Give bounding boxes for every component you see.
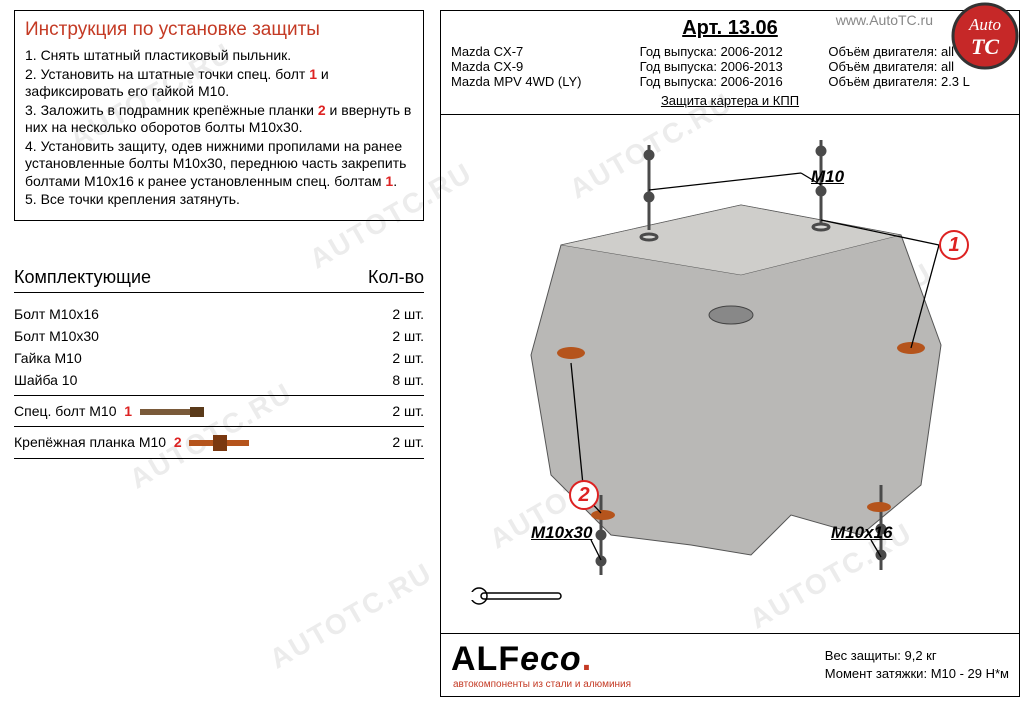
wrench-icon [469, 588, 561, 604]
parts-row: Шайба 10 8 шт. [14, 369, 424, 391]
weight-label: Вес защиты: [825, 648, 901, 663]
part-name: Болт М10х16 [14, 306, 99, 322]
callout-number: 1 [939, 230, 969, 260]
header-cell: Mazda MPV 4WD (LY) [451, 74, 632, 89]
part-qty: 2 шт. [392, 403, 424, 419]
parts-col1: Комплектующие [14, 267, 151, 288]
parts-header: Комплектующие Кол-во [14, 267, 424, 293]
instruction-item: 1. Снять штатный пластиковый пыльник. [25, 47, 413, 65]
parts-row: Гайка М10 2 шт. [14, 347, 424, 369]
torque-value: М10 - 29 Н*м [931, 666, 1009, 681]
parts-table: Болт М10х162 шт.Болт М10х302 шт.Гайка М1… [14, 303, 424, 460]
part-qty: 2 шт. [392, 350, 424, 366]
weight-value: 9,2 кг [904, 648, 936, 663]
part-name: Крепёжная планка М10 2 [14, 434, 269, 451]
parts-row: Спец. болт М10 1 2 шт. [14, 400, 424, 422]
header-cell: Год выпуска: 2006-2013 [640, 59, 821, 74]
bolt-label: M10x30 [531, 523, 592, 543]
part-name: Шайба 10 [14, 372, 77, 388]
brand-tagline: автокомпоненты из стали и алюминия [453, 679, 631, 690]
site-url: www.AutoTC.ru [836, 12, 933, 28]
parts-row: Крепёжная планка М10 2 2 шт. [14, 431, 424, 454]
part-qty: 2 шт. [392, 434, 424, 451]
instruction-item: 4. Установить защиту, одев нижними пропи… [25, 138, 413, 191]
shield-diagram [441, 115, 1020, 635]
instruction-item: 5. Все точки крепления затянуть. [25, 191, 413, 209]
site-badge: Auto TC [945, 0, 1025, 85]
footer-specs: Вес защиты: 9,2 кг Момент затяжки: М10 -… [825, 647, 1009, 683]
instructions-title: Инструкция по установке защиты [25, 19, 413, 41]
header-cell: Mazda CX-9 [451, 59, 632, 74]
header-cell: Год выпуска: 2006-2012 [640, 44, 821, 59]
part-name: Болт М10х30 [14, 328, 99, 344]
part-name: Спец. болт М10 1 [14, 403, 210, 419]
parts-row: Болт М10х16 2 шт. [14, 303, 424, 325]
product-subtitle: Защита картера и КПП [451, 93, 1009, 108]
part-qty: 2 шт. [392, 306, 424, 322]
instruction-item: 2. Установить на штатные точки спец. бол… [25, 66, 413, 101]
part-qty: 2 шт. [392, 328, 424, 344]
bolt-label: M10x16 [831, 523, 892, 543]
divider [14, 426, 424, 427]
svg-text:TC: TC [971, 34, 999, 59]
diagram-box: M10 M10x30 M10x16 1 2 ALFeco. автокомпонент… [440, 115, 1020, 697]
brand-logo: ALFeco. [451, 640, 631, 679]
vehicle-table: Mazda CX-7Год выпуска: 2006-2012Объём дв… [451, 44, 1009, 89]
brand-part1: ALF [451, 640, 520, 679]
callout-number: 2 [569, 480, 599, 510]
parts-col2: Кол-во [368, 267, 424, 288]
footer-strip: ALFeco. автокомпоненты из стали и алюмин… [441, 633, 1019, 696]
parts-row: Болт М10х30 2 шт. [14, 325, 424, 347]
brand-part2: eco [520, 640, 582, 679]
bolt-label: M10 [811, 167, 844, 187]
header-cell: Год выпуска: 2006-2016 [640, 74, 821, 89]
divider [14, 458, 424, 459]
instructions-box: Инструкция по установке защиты 1. Снять … [14, 10, 424, 221]
header-box: Арт. 13.06 Mazda CX-7Год выпуска: 2006-2… [440, 10, 1020, 115]
part-qty: 8 шт. [392, 372, 424, 388]
instruction-item: 3. Заложить в подрамник крепёжные планки… [25, 102, 413, 137]
torque-label: Момент затяжки: [825, 666, 927, 681]
instructions-list: 1. Снять штатный пластиковый пыльник.2. … [25, 47, 413, 209]
header-cell: Mazda CX-7 [451, 44, 632, 59]
divider [14, 395, 424, 396]
svg-text:Auto: Auto [968, 15, 1001, 34]
watermark: AUTOTC.RU [264, 557, 438, 676]
part-name: Гайка М10 [14, 350, 82, 366]
